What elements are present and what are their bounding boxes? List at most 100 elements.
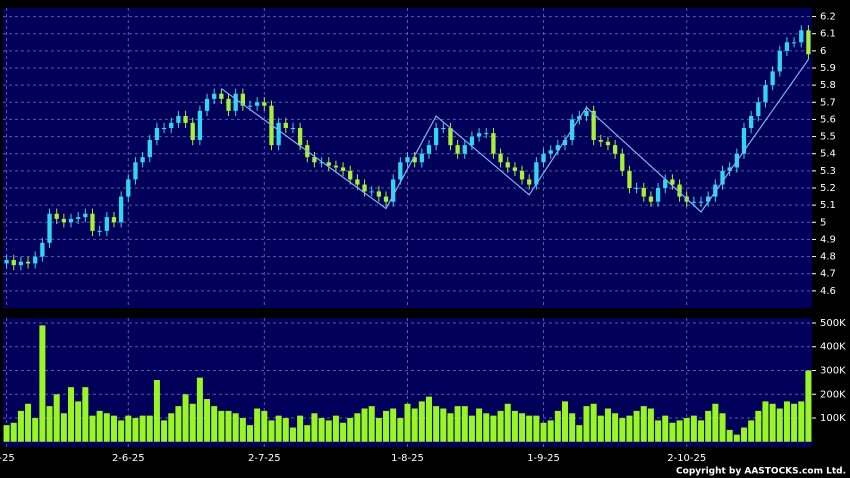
volume-bar	[361, 408, 368, 442]
candle-body	[362, 184, 367, 192]
candle-body	[226, 98, 231, 111]
volume-bar	[647, 408, 654, 442]
volume-bar	[17, 410, 24, 442]
volume-bar	[340, 422, 347, 442]
candle-body	[212, 93, 217, 99]
candle-body	[118, 196, 124, 223]
volume-bar	[783, 401, 790, 442]
volume-bar	[468, 415, 475, 442]
candle-body	[398, 162, 403, 180]
volume-bar	[805, 370, 812, 442]
candle-body	[319, 162, 324, 164]
candle-body	[176, 116, 181, 123]
volume-bar	[354, 413, 361, 442]
candle-body	[469, 136, 475, 146]
candle-body	[147, 140, 152, 158]
y-tick-label: 4.6	[820, 286, 836, 297]
volume-bar	[483, 413, 490, 442]
candle-body	[283, 122, 288, 128]
volume-bar	[554, 410, 561, 442]
candle-body	[534, 162, 539, 185]
volume-bar	[132, 418, 139, 442]
candle-body	[548, 150, 553, 154]
candle-body	[290, 128, 296, 129]
volume-bar	[204, 399, 211, 442]
volume-bar	[597, 415, 604, 442]
candle-body	[555, 145, 560, 151]
candle-body	[312, 157, 317, 163]
volume-bar	[762, 401, 769, 442]
candle-body	[612, 145, 618, 154]
volume-bar	[189, 403, 196, 442]
candle-body	[154, 128, 160, 140]
candle-body	[777, 50, 782, 72]
volume-bar	[798, 401, 805, 442]
candle-body	[161, 128, 167, 129]
volume-bar	[225, 410, 232, 442]
candle-body	[476, 133, 482, 137]
volume-bar	[755, 410, 762, 442]
candle-body	[591, 110, 596, 140]
volume-bar	[375, 418, 382, 442]
volume-bar	[275, 415, 282, 442]
volume-bar	[268, 420, 275, 442]
volume-bar	[39, 325, 46, 442]
volume-bar	[791, 403, 798, 442]
candle-body	[126, 179, 131, 197]
candle-body	[183, 116, 188, 123]
candle-body	[655, 188, 661, 202]
volume-bar	[662, 415, 669, 442]
volume-bar	[619, 418, 626, 442]
volume-bar	[440, 408, 447, 442]
candle-body	[770, 71, 775, 86]
volume-bar	[390, 408, 397, 442]
volume-bar	[46, 406, 53, 442]
y-tick-label: 5.4	[820, 149, 836, 160]
candle-body	[448, 128, 453, 146]
volume-bar	[404, 403, 411, 442]
volume-bar	[325, 420, 332, 442]
candle-body	[756, 102, 761, 116]
candle-body	[627, 170, 632, 188]
volume-bar	[297, 415, 304, 442]
candle-body	[204, 98, 210, 111]
candle-body	[784, 42, 790, 51]
candle-body	[663, 179, 668, 188]
volume-bar	[418, 401, 425, 442]
candle-body	[140, 157, 145, 163]
volume-bar	[540, 422, 547, 442]
y-tick-label: 100K	[820, 413, 846, 424]
volume-bar	[698, 420, 705, 442]
candle-body	[240, 93, 245, 106]
candle-body	[340, 167, 346, 171]
candle-body	[706, 196, 711, 202]
candle-body	[541, 153, 546, 163]
volume-bar	[655, 420, 662, 442]
candle-body	[806, 30, 811, 55]
candle-body	[505, 162, 510, 168]
y-tick-label: 6	[820, 46, 826, 57]
y-tick-label: 5	[820, 217, 826, 228]
volume-bar	[146, 415, 153, 442]
candle-body	[713, 184, 718, 197]
candle-body	[512, 167, 518, 171]
volume-bar	[526, 415, 533, 442]
candle-body	[197, 110, 203, 140]
candle-body	[462, 145, 467, 154]
volume-bar	[569, 413, 576, 442]
volume-bar	[232, 413, 239, 442]
volume-bar	[53, 394, 60, 442]
candle-body	[247, 105, 253, 107]
volume-bar	[683, 418, 690, 442]
volume-bar	[511, 410, 518, 442]
y-tick-label: 5.9	[820, 63, 836, 74]
volume-bar	[32, 418, 39, 442]
y-tick-label: 5.8	[820, 80, 836, 91]
candle-body	[90, 213, 95, 231]
volume-bar	[82, 387, 89, 442]
candle-body	[605, 141, 611, 146]
volume-bar	[25, 403, 32, 442]
volume-bar	[425, 396, 432, 442]
volume-bar	[447, 413, 454, 442]
volume-bar	[769, 403, 776, 442]
